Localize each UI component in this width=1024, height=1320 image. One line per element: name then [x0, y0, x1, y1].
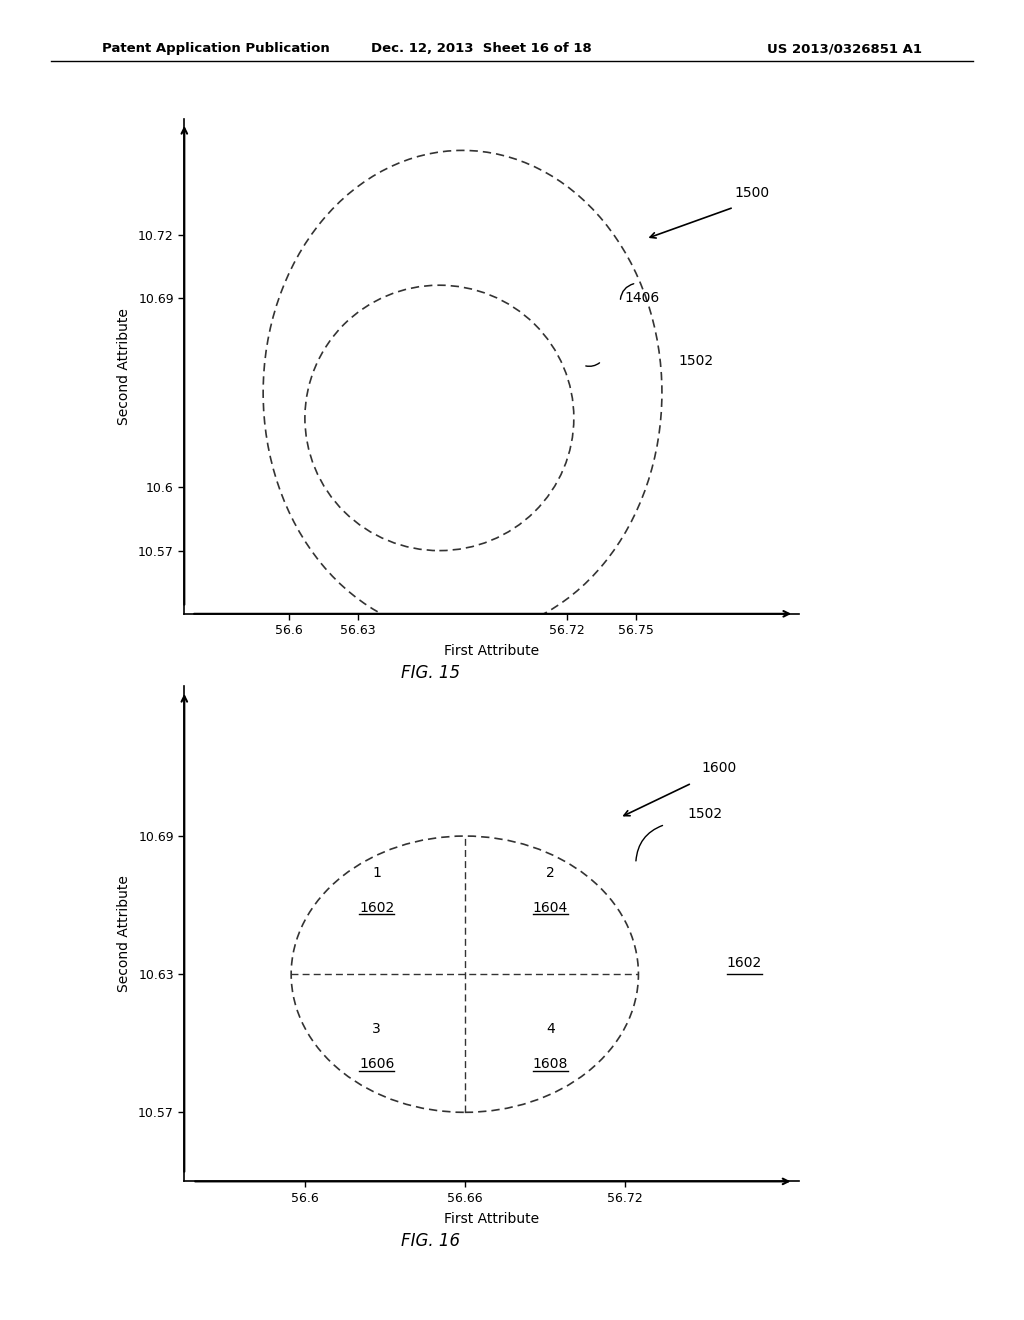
Y-axis label: Second Attribute: Second Attribute [117, 308, 131, 425]
Text: FIG. 15: FIG. 15 [400, 664, 460, 682]
Text: 1406: 1406 [625, 290, 660, 305]
Text: 1600: 1600 [701, 760, 736, 775]
Text: 1602: 1602 [359, 900, 394, 915]
Text: 1602: 1602 [727, 956, 762, 970]
Text: 1608: 1608 [532, 1057, 568, 1071]
Text: 3: 3 [373, 1023, 381, 1036]
Text: Patent Application Publication: Patent Application Publication [102, 42, 330, 55]
Y-axis label: Second Attribute: Second Attribute [117, 875, 131, 993]
X-axis label: First Attribute: First Attribute [444, 1212, 539, 1226]
X-axis label: First Attribute: First Attribute [444, 644, 539, 659]
Text: 1: 1 [372, 866, 381, 880]
Text: 1500: 1500 [735, 186, 770, 199]
Text: 2: 2 [546, 866, 555, 880]
Text: 4: 4 [546, 1023, 555, 1036]
Text: 1606: 1606 [359, 1057, 394, 1071]
Text: 1502: 1502 [678, 354, 714, 368]
Text: FIG. 16: FIG. 16 [400, 1232, 460, 1250]
Text: Dec. 12, 2013  Sheet 16 of 18: Dec. 12, 2013 Sheet 16 of 18 [371, 42, 592, 55]
Text: US 2013/0326851 A1: US 2013/0326851 A1 [767, 42, 922, 55]
Text: 1502: 1502 [688, 807, 723, 821]
Text: 1604: 1604 [532, 900, 568, 915]
